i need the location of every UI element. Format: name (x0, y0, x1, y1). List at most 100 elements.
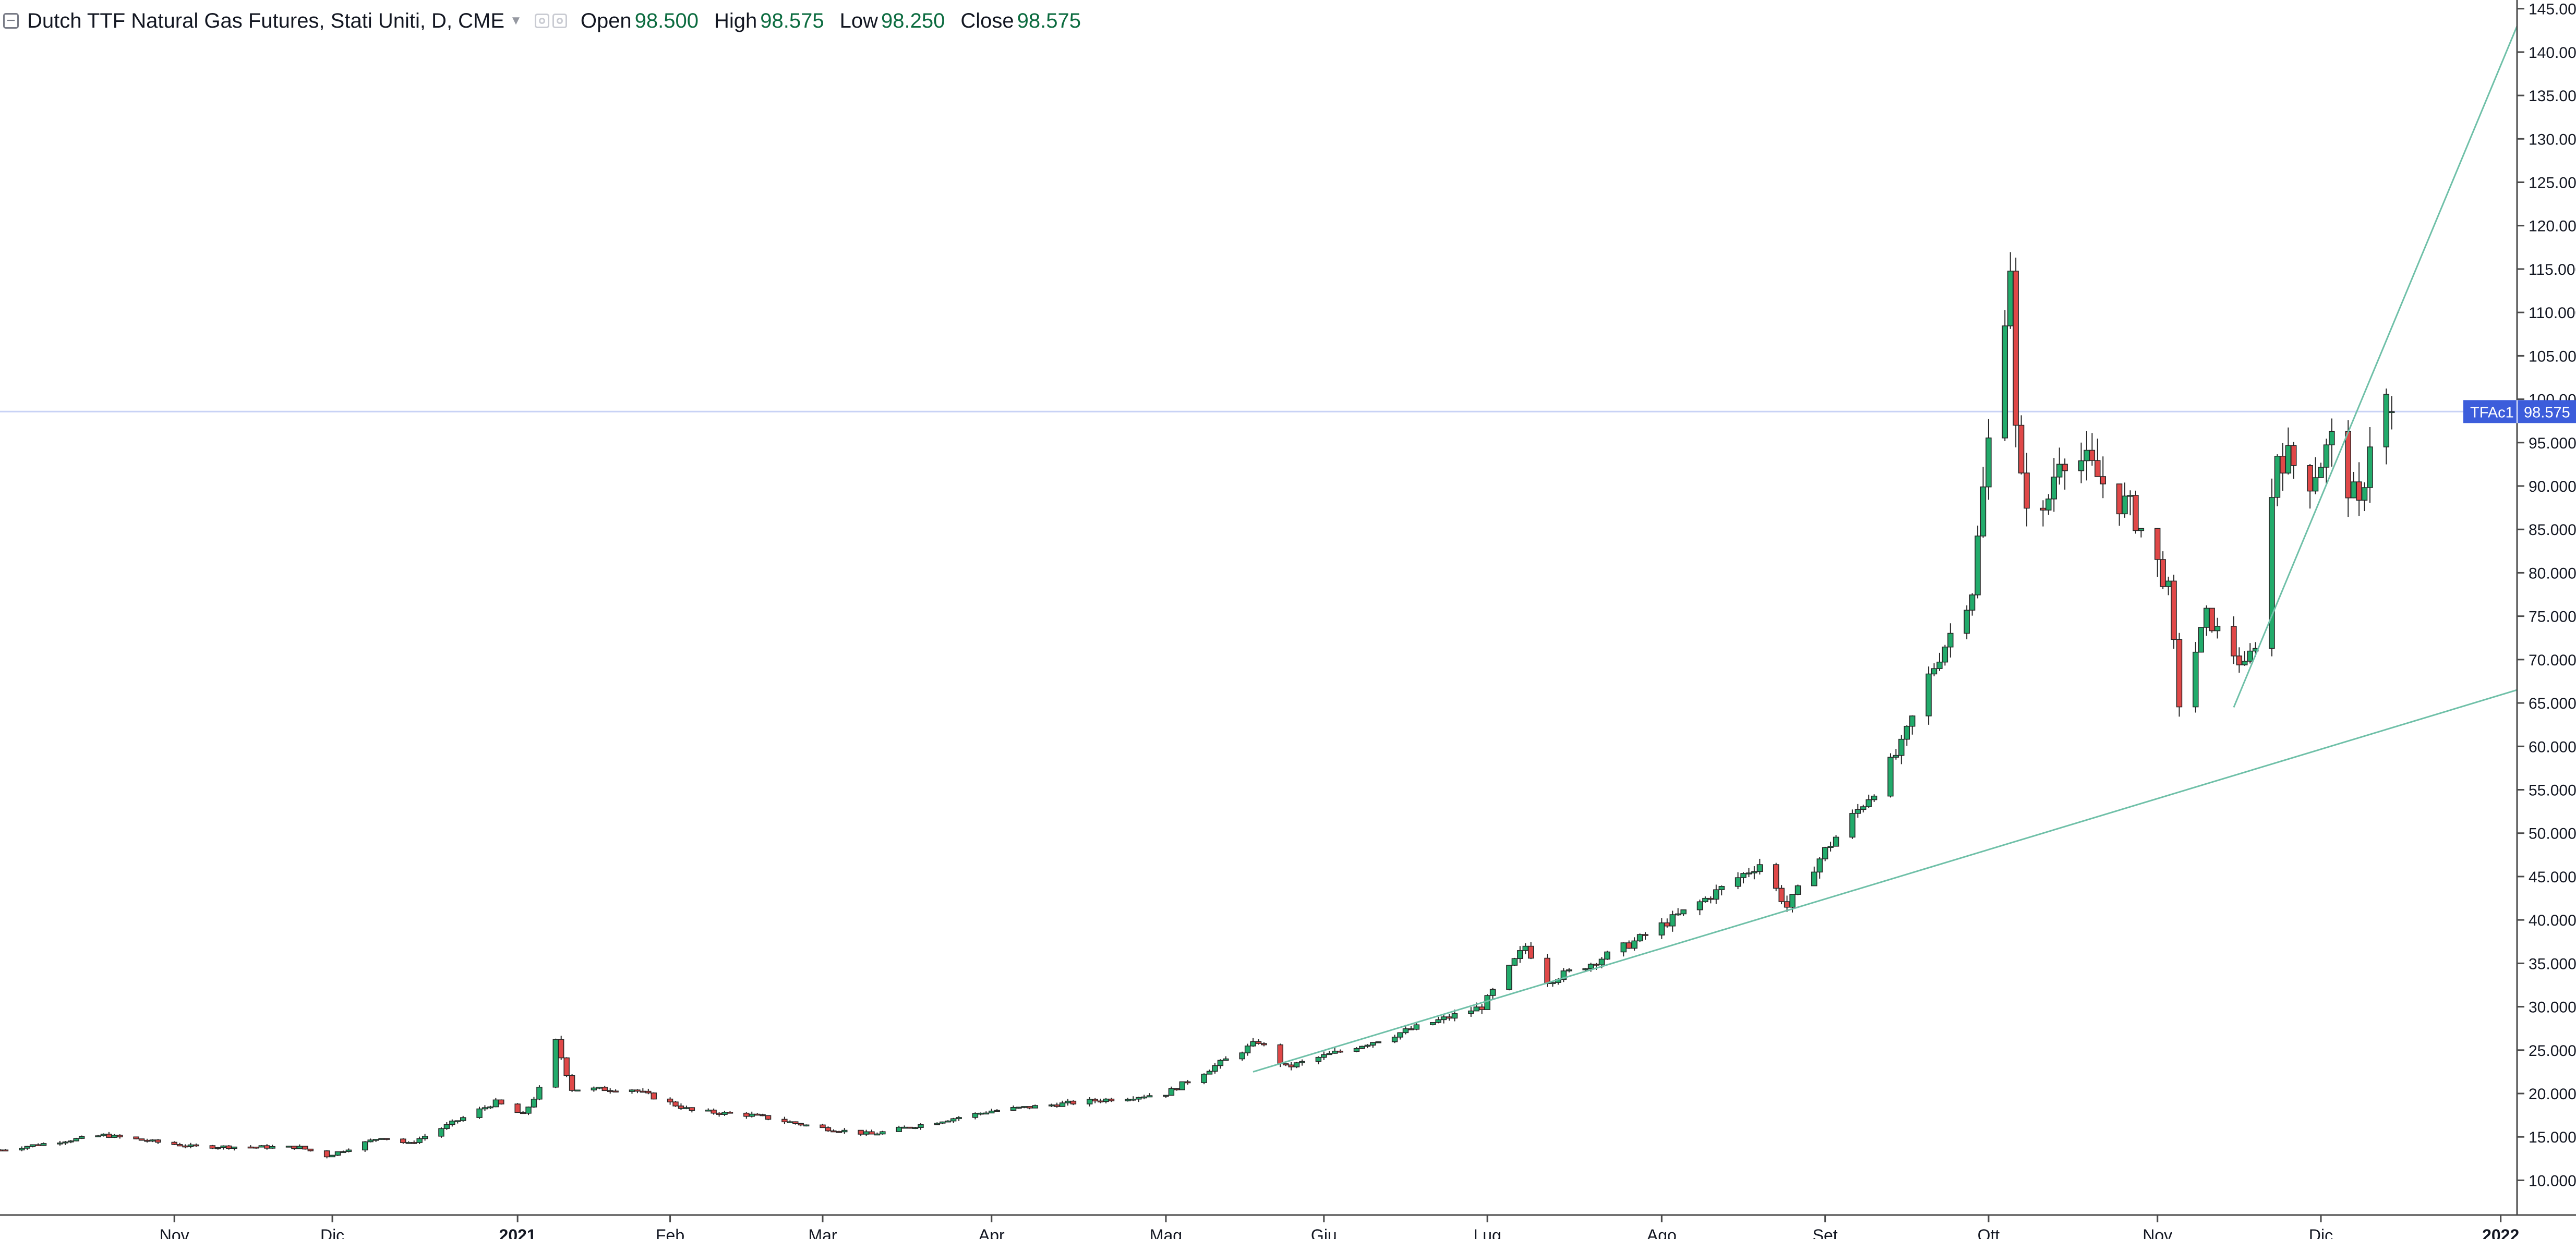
candle-down (176, 1144, 183, 1147)
trendline[interactable] (1253, 689, 2518, 1073)
candle-up (1299, 1061, 1305, 1063)
trendline[interactable] (2233, 26, 2518, 708)
candle-down (2100, 476, 2106, 484)
price-tick-label: 25.000 (2529, 1042, 2576, 1060)
candle-up (896, 1126, 902, 1132)
candle-up (787, 1121, 793, 1123)
time-tick-label: Mag (1150, 1226, 1182, 1239)
candle-up (1315, 1056, 1322, 1062)
candle-up (1936, 661, 1943, 669)
collapse-legend-icon[interactable]: − (3, 13, 19, 29)
time-tick-label: Dic (2309, 1226, 2333, 1239)
candle-down (2345, 431, 2351, 499)
candle-down (1277, 1044, 1283, 1064)
candle-down (754, 1113, 761, 1116)
candle-up (78, 1136, 85, 1139)
time-axis[interactable]: Nov Dic 2021 Feb Mar Apr Mag Giu Lug Ago Set Ott Nov… (160, 1215, 2520, 1239)
candle-up (62, 1141, 69, 1144)
candle-down (558, 1039, 564, 1059)
candle-up (1827, 846, 1834, 848)
candle-up (912, 1127, 919, 1129)
candle-up (629, 1089, 635, 1092)
candle-up (1975, 536, 1981, 596)
candle-up (1103, 1098, 1109, 1102)
chevron-down-icon[interactable]: ▼ (510, 14, 522, 28)
candle-down (2018, 424, 2025, 473)
candle-up (1484, 995, 1490, 1010)
candle-down (264, 1145, 270, 1149)
candle-up (1822, 847, 1828, 859)
time-tick-label: Nov (160, 1226, 189, 1239)
candle-up (1016, 1107, 1022, 1109)
chart-legend: − Dutch TTF Natural Gas Futures, Stati U… (3, 5, 1097, 37)
candle-up (552, 1039, 559, 1088)
candle-up (405, 1142, 412, 1144)
price-tick-label: 20.000 (2529, 1086, 2576, 1103)
candle-down (2171, 580, 2177, 640)
candle-up (220, 1145, 226, 1148)
candle-down (1784, 901, 1790, 908)
candle-up (454, 1120, 461, 1122)
candle-up (1489, 989, 1496, 996)
price-tick-label: 110.000 (2529, 305, 2576, 322)
last-price-tag: TFAc1 98.575 (2463, 400, 2576, 423)
plot-area[interactable] (0, 26, 2518, 1159)
candle-down (1642, 934, 1648, 936)
candle-down (1626, 942, 1632, 949)
candle-up (1201, 1074, 1207, 1083)
candle-up (1223, 1058, 1229, 1061)
candle-up (1136, 1097, 1142, 1100)
candle-down (1544, 957, 1550, 985)
candle-up (95, 1135, 101, 1137)
price-tick-label: 30.000 (2529, 999, 2576, 1016)
candle-up (1217, 1060, 1224, 1066)
candle-up (24, 1146, 30, 1149)
candle-up (591, 1087, 597, 1091)
candle-up (1163, 1095, 1169, 1097)
candle-down (2356, 481, 2362, 501)
candle-up (1887, 757, 1894, 797)
price-axis[interactable]: 10.000 15.000 20.000 25.000 30.000 35.000 40.0… (2517, 1, 2576, 1190)
candle-down (601, 1087, 608, 1091)
time-tick-label: Apr (979, 1226, 1005, 1239)
candle-up (2312, 477, 2319, 492)
candle-up (1206, 1071, 1213, 1075)
candle-down (155, 1139, 161, 1143)
candle-up (989, 1110, 995, 1114)
candle-up (231, 1146, 237, 1149)
candle-down (209, 1145, 216, 1149)
candle-up (340, 1151, 346, 1153)
candle-down (411, 1142, 417, 1144)
settings-icon[interactable] (552, 14, 567, 28)
candle-down (765, 1115, 772, 1120)
price-tick-label: 15.000 (2529, 1129, 2576, 1146)
open-value: 98.500 (634, 9, 699, 32)
candle-down (830, 1130, 837, 1133)
candle-up (1904, 725, 1910, 740)
candle-down (144, 1139, 150, 1142)
candle-up (334, 1151, 341, 1156)
symbol-title[interactable]: Dutch TTF Natural Gas Futures, Stati Uni… (27, 9, 505, 32)
price-tick-label: 45.000 (2529, 869, 2576, 886)
candle-down (1337, 1050, 1343, 1053)
candle-up (2122, 495, 2128, 515)
candle-up (460, 1117, 466, 1121)
candle-up (2389, 411, 2395, 414)
candle-up (1636, 934, 1643, 942)
candle-up (1087, 1099, 1093, 1104)
candle-up (1065, 1100, 1071, 1103)
candle-up (1740, 873, 1747, 878)
candle-up (1598, 958, 1605, 966)
candle-down (640, 1090, 646, 1093)
candle-down (2209, 608, 2215, 631)
price-tag-value: 98.575 (2524, 404, 2570, 421)
candle-up (372, 1139, 379, 1141)
price-tick-label: 140.000 (2529, 44, 2576, 62)
candle-up (1560, 970, 1567, 980)
candle-up (1833, 836, 1839, 847)
candle-down (651, 1092, 657, 1100)
candle-down (171, 1141, 177, 1145)
eye-icon[interactable] (534, 14, 549, 28)
price-tick-label: 65.000 (2529, 695, 2576, 712)
